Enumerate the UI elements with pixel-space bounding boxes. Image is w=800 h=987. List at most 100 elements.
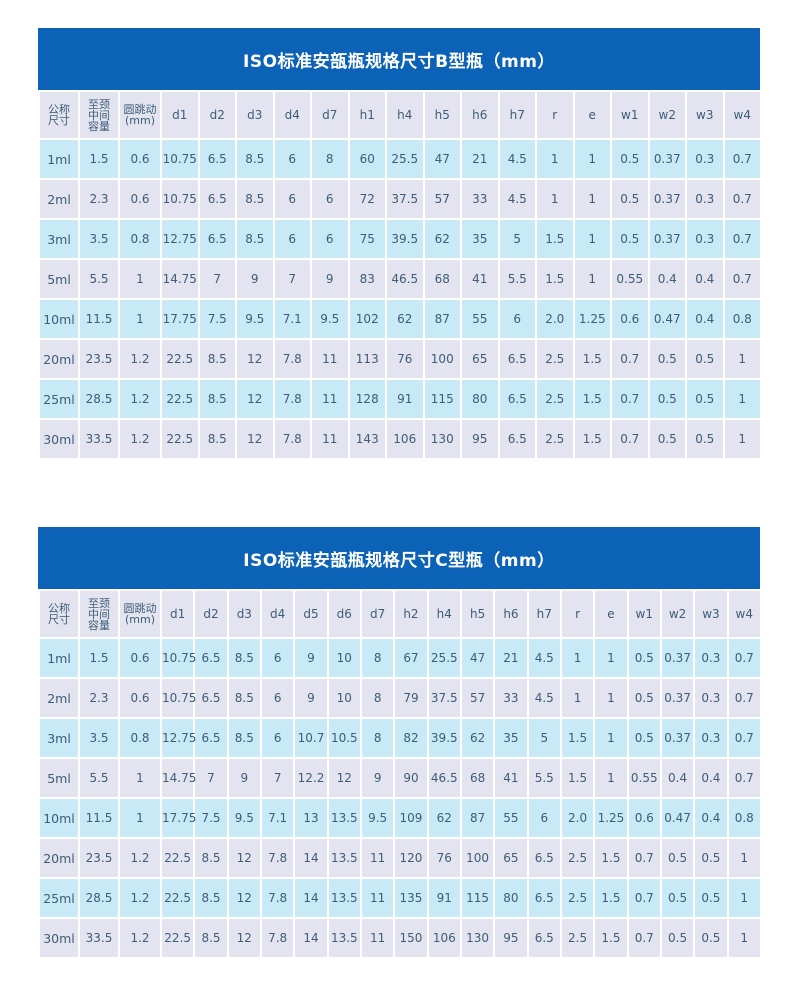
table-cell: 47	[422, 138, 462, 180]
table-cell: 0.7	[726, 677, 762, 719]
table-cell: 7.8	[259, 837, 296, 879]
table-cell: 80	[493, 877, 529, 919]
table-cell: 5	[526, 717, 562, 759]
table-cell: 0.3	[685, 178, 725, 220]
table-cell: 0.7	[722, 178, 762, 220]
table-cell: 90	[393, 757, 429, 799]
table-cell: 0.4	[659, 757, 696, 799]
column-header: d3	[235, 90, 275, 140]
table-cell: 46.5	[426, 757, 462, 799]
table-cell: 47	[459, 637, 496, 679]
table-cell: 6	[259, 677, 296, 719]
table-cell: 1.5	[535, 258, 575, 300]
table-cell: 46.5	[385, 258, 425, 300]
table-cell: 28.5	[78, 877, 120, 919]
table-cell: 1	[572, 178, 612, 220]
table-cell: 22.5	[160, 378, 200, 420]
table-cell: 87	[422, 298, 462, 340]
table-row: 3ml 3.5 0.8 12.75 6.5 8.5 6 6 75 39.5 62 35 5 1.5 1 0.5…	[38, 218, 762, 260]
table-cell: 12.2	[293, 757, 329, 799]
column-header: w1	[610, 90, 650, 140]
table-cell: 72	[347, 178, 387, 220]
table-cell: 12	[235, 338, 275, 380]
table-cell: 1.2	[118, 418, 162, 460]
table-cell: 8.5	[235, 218, 275, 260]
table-cell: 14	[293, 917, 329, 959]
table-cell: 1.2	[118, 917, 162, 959]
nominal-size-cell: 5ml	[38, 757, 80, 799]
table-cell: 28.5	[78, 378, 120, 420]
table-cell: 0.37	[647, 138, 687, 180]
nominal-size-cell: 1ml	[38, 138, 80, 180]
table-cell: 10.5	[326, 717, 362, 759]
column-header: w4	[726, 589, 762, 639]
table-cell: 0.5	[659, 917, 696, 959]
table-cell: 22.5	[160, 418, 200, 460]
table-cell: 0.5	[693, 837, 729, 879]
table-cell: 7	[259, 757, 296, 799]
table-cell: 6	[272, 178, 312, 220]
table-cell: 12	[226, 837, 262, 879]
table-cell: 0.6	[610, 298, 650, 340]
table-cell: 8.5	[226, 637, 262, 679]
table-cell: 1	[559, 677, 596, 719]
table-cell: 6.5	[526, 917, 562, 959]
column-header: e	[572, 90, 612, 140]
table-cell: 2.0	[535, 298, 575, 340]
table-cell: 9	[235, 258, 275, 300]
table-cell: 8.5	[197, 378, 237, 420]
table-row: 20ml 23.5 1.2 22.5 8.5 12 7.8 11 113 76 100 65 6.5 2.…	[38, 338, 762, 380]
table-row: 5ml 5.5 1 14.75 7 9 7 9 83 46.5 68 41 5.5 1.5 1 0.55 0.4…	[38, 258, 762, 300]
table-cell: 10.7	[293, 717, 329, 759]
table-cell: 4.5	[526, 637, 562, 679]
table-cell: 8.5	[193, 837, 229, 879]
table-row: 10ml 11.5 1 17.75 7.5 9.5 7.1 9.5 102 62 87 55 6 2.0 1…	[38, 298, 762, 340]
table-cell: 11	[359, 917, 396, 959]
table-cell: 0.5	[626, 637, 662, 679]
table-cell: 12	[235, 378, 275, 420]
table-cell: 39.5	[385, 218, 425, 260]
table-cell: 4.5	[497, 138, 537, 180]
table-cell: 0.5	[647, 378, 687, 420]
table-cell: 0.4	[647, 258, 687, 300]
column-header: h1	[347, 90, 387, 140]
table-cell: 1	[572, 258, 612, 300]
table-cell: 2.5	[559, 917, 596, 959]
table-cell: 39.5	[426, 717, 462, 759]
nominal-size-cell: 20ml	[38, 338, 80, 380]
table-cell: 7.8	[259, 877, 296, 919]
column-header: d6	[326, 589, 362, 639]
table-cell: 0.5	[626, 677, 662, 719]
table-cell: 0.4	[693, 797, 729, 839]
table-cell: 17.75	[160, 298, 200, 340]
table-cell: 0.47	[647, 298, 687, 340]
table-cell: 5.5	[78, 757, 120, 799]
table-cell: 12	[235, 418, 275, 460]
table-cell: 67	[393, 637, 429, 679]
table-cell: 10.75	[160, 178, 200, 220]
column-header: 公称 尺寸	[38, 90, 80, 140]
table-cell: 8.5	[226, 677, 262, 719]
table-cell: 55	[493, 797, 529, 839]
c-type-spec-table: ISO标准安瓿瓶规格尺寸C型瓶（mm） 公称 尺寸 至颈 中间 容量 圆跳动 (mm) d1 d…	[38, 527, 762, 959]
table-cell: 9	[293, 677, 329, 719]
table-cell: 10.75	[159, 637, 196, 679]
table-cell: 1.5	[78, 637, 120, 679]
table-cell: 6.5	[197, 138, 237, 180]
table-cell: 120	[393, 837, 429, 879]
table-cell: 0.7	[626, 837, 662, 879]
table-cell: 6.5	[193, 677, 229, 719]
table-cell: 21	[493, 637, 529, 679]
table-row: 1ml 1.5 0.6 10.75 6.5 8.5 6 9 10 8 67 25.5 47 21 4.5 1 1…	[38, 637, 762, 679]
table-cell: 0.4	[693, 757, 729, 799]
table-cell: 10	[326, 637, 362, 679]
column-header: d4	[272, 90, 312, 140]
table-cell: 2.5	[535, 338, 575, 380]
column-header: d5	[293, 589, 329, 639]
table-cell: 1	[593, 717, 629, 759]
table-cell: 1	[722, 378, 762, 420]
table-cell: 6.5	[526, 877, 562, 919]
table-cell: 0.8	[726, 797, 762, 839]
table-cell: 0.8	[722, 298, 762, 340]
table-cell: 1.5	[535, 218, 575, 260]
